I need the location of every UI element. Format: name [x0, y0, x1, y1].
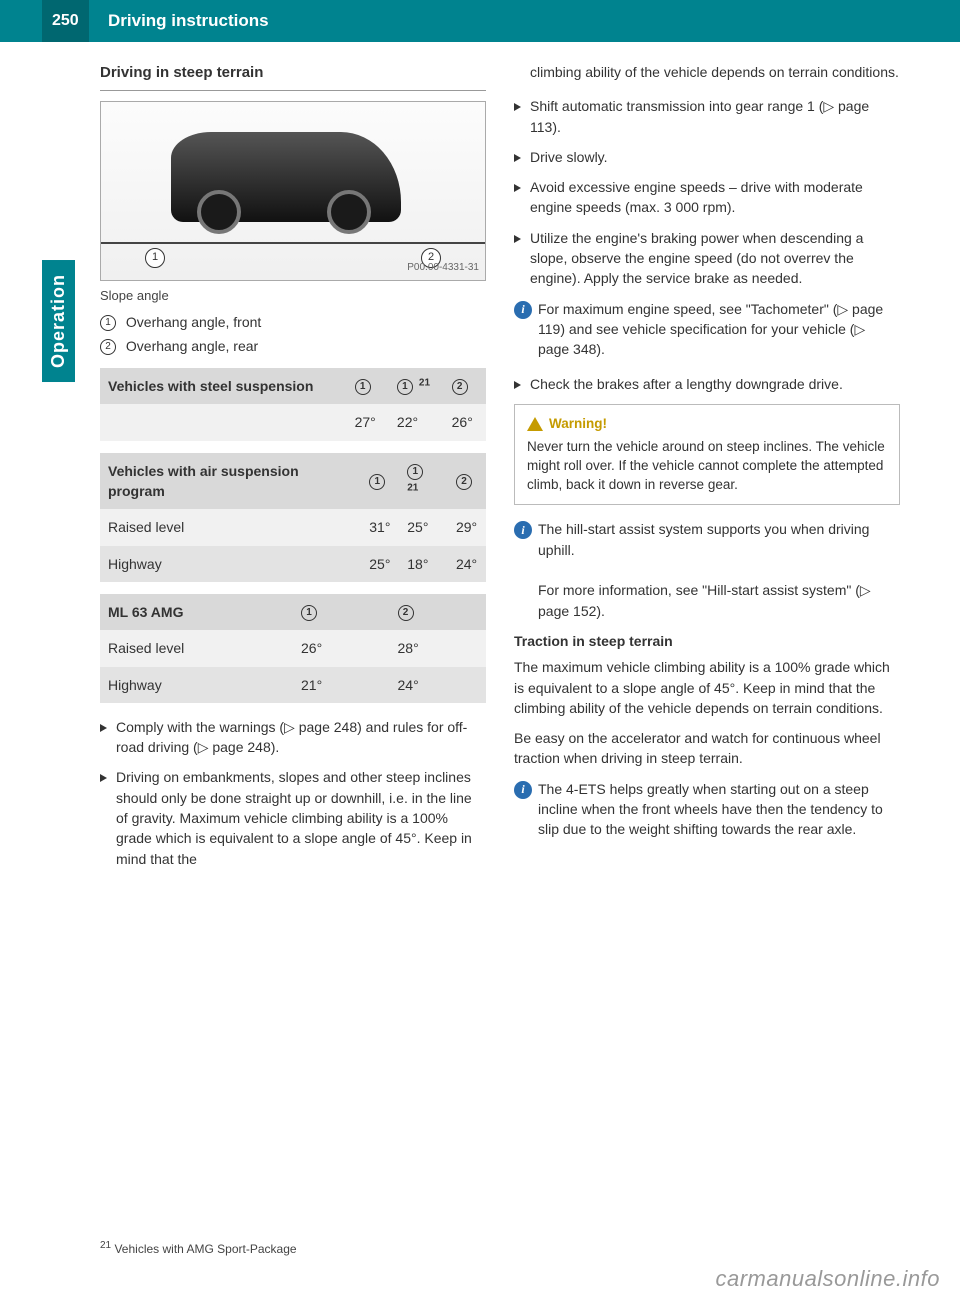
t1-v3: 26° [444, 404, 486, 440]
t2-h1: Vehicles with air suspension program [100, 453, 361, 510]
t2-h2: 1 [361, 453, 399, 510]
table-row: 27° 22° 26° [100, 404, 486, 440]
page-number-badge: 250 [42, 0, 89, 42]
legend-item-1: 1 Overhang angle, front [100, 312, 486, 332]
info-2-text: The hill-start assist system supports yo… [538, 519, 900, 620]
side-tab-operation: Operation [42, 260, 75, 382]
legend-1-text: Overhang angle, front [126, 314, 261, 330]
t3-h2: 1 [293, 594, 390, 630]
t3-h1: ML 63 AMG [100, 594, 293, 630]
right-bullet-2: Drive slowly. [514, 147, 900, 167]
traction-p1: The maximum vehicle climbing ability is … [514, 657, 900, 718]
page-header: Driving instructions [0, 0, 960, 42]
info-1-text: For maximum engine speed, see "Tachomete… [538, 299, 900, 360]
right-bullet-list-2: Check the brakes after a lengthy downgra… [514, 374, 900, 394]
content-area: Driving in steep terrain 1 2 P00.00-4331… [0, 42, 960, 899]
info-block-2: i The hill-start assist system supports … [514, 519, 900, 620]
t3-r2-label: Highway [100, 667, 293, 703]
info-2b: For more information, see "Hill-start as… [538, 582, 871, 618]
subhead-traction: Traction in steep terrain [514, 631, 900, 651]
t3-r1-2: 28° [390, 630, 487, 666]
t2-r2-label: Highway [100, 546, 361, 582]
right-bullet-3: Avoid excessive engine speeds – drive wi… [514, 177, 900, 218]
t2-r2-3: 24° [448, 546, 486, 582]
t3-r2-1: 21° [293, 667, 390, 703]
left-bullet-2: Driving on embankments, slopes and other… [100, 767, 486, 868]
warning-title: Warning! [549, 415, 607, 434]
left-bullet-1: Comply with the warnings (▷ page 248) an… [100, 717, 486, 758]
info-3-text: The 4-ETS helps greatly when starting ou… [538, 779, 900, 840]
t2-h4: 2 [448, 453, 486, 510]
table-row: Raised level 26° 28° [100, 630, 486, 666]
footnote-text: Vehicles with AMG Sport-Package [114, 1242, 296, 1256]
legend-item-2: 2 Overhang angle, rear [100, 336, 486, 356]
figure-wheel-front [197, 190, 241, 234]
info-icon: i [514, 521, 532, 539]
warning-box: Warning! Never turn the vehicle around o… [514, 404, 900, 506]
t3-h3: 2 [390, 594, 487, 630]
info-block-1: i For maximum engine speed, see "Tachome… [514, 299, 900, 360]
warning-triangle-icon [527, 417, 543, 431]
legend-2-text: Overhang angle, rear [126, 338, 258, 354]
t2-r1-1: 31° [361, 509, 399, 545]
t3-r1-label: Raised level [100, 630, 293, 666]
info-icon: i [514, 301, 532, 319]
right-bullet-list-1: Shift automatic transmission into gear r… [514, 96, 900, 288]
left-column: Driving in steep terrain 1 2 P00.00-4331… [100, 62, 486, 879]
warning-heading: Warning! [527, 415, 887, 434]
left-bullet-list: Comply with the warnings (▷ page 248) an… [100, 717, 486, 869]
figure-callout-1: 1 [145, 248, 165, 268]
t2-r2-2: 18° [399, 546, 448, 582]
t2-r1-2: 25° [399, 509, 448, 545]
right-continuation: climbing ability of the vehicle depends … [530, 62, 900, 82]
t1-h3: 121 [389, 368, 444, 404]
t2-r2-1: 25° [361, 546, 399, 582]
table-steel-suspension: Vehicles with steel suspension 1 121 2 2… [100, 368, 486, 441]
footnote-num: 21 [100, 1240, 111, 1251]
t3-r1-1: 26° [293, 630, 390, 666]
info-2a: The hill-start assist system supports yo… [538, 521, 869, 557]
figure-caption: Slope angle [100, 287, 486, 306]
t1-v2: 22° [389, 404, 444, 440]
table-row: Highway 21° 24° [100, 667, 486, 703]
figure-ground-line [101, 242, 485, 244]
chapter-title: Driving instructions [108, 11, 269, 31]
figure-vehicle [171, 132, 401, 222]
t3-r2-2: 24° [390, 667, 487, 703]
info-icon: i [514, 781, 532, 799]
right-bullet-1: Shift automatic transmission into gear r… [514, 96, 900, 137]
t1-v1: 27° [347, 404, 389, 440]
watermark: carmanualsonline.info [715, 1266, 940, 1292]
info-block-3: i The 4-ETS helps greatly when starting … [514, 779, 900, 840]
t1-h2: 1 [347, 368, 389, 404]
legend-1-icon: 1 [100, 315, 116, 331]
t2-h3: 121 [399, 453, 448, 510]
table-air-suspension: Vehicles with air suspension program 1 1… [100, 453, 486, 582]
table-row: Raised level 31° 25° 29° [100, 509, 486, 545]
legend-2-icon: 2 [100, 339, 116, 355]
figure-code: P00.00-4331-31 [407, 261, 479, 276]
figure-wheel-rear [327, 190, 371, 234]
section-title: Driving in steep terrain [100, 62, 486, 84]
traction-p2: Be easy on the accelerator and watch for… [514, 728, 900, 769]
right-bullet-4: Utilize the engine's braking power when … [514, 228, 900, 289]
figure-slope-angle: 1 2 P00.00-4331-31 [100, 101, 486, 281]
t1-h1: Vehicles with steel suspension [100, 368, 347, 404]
table-row: Highway 25° 18° 24° [100, 546, 486, 582]
right-column: climbing ability of the vehicle depends … [514, 62, 900, 879]
right-bullet-5: Check the brakes after a lengthy downgra… [514, 374, 900, 394]
table-ml63-amg: ML 63 AMG 1 2 Raised level 26° 28° Highw… [100, 594, 486, 703]
warning-body: Never turn the vehicle around on steep i… [527, 438, 887, 495]
t2-r1-3: 29° [448, 509, 486, 545]
t2-r1-label: Raised level [100, 509, 361, 545]
t1-h4: 2 [444, 368, 486, 404]
footnote: 21 Vehicles with AMG Sport-Package [100, 1240, 297, 1256]
section-rule [100, 90, 486, 91]
